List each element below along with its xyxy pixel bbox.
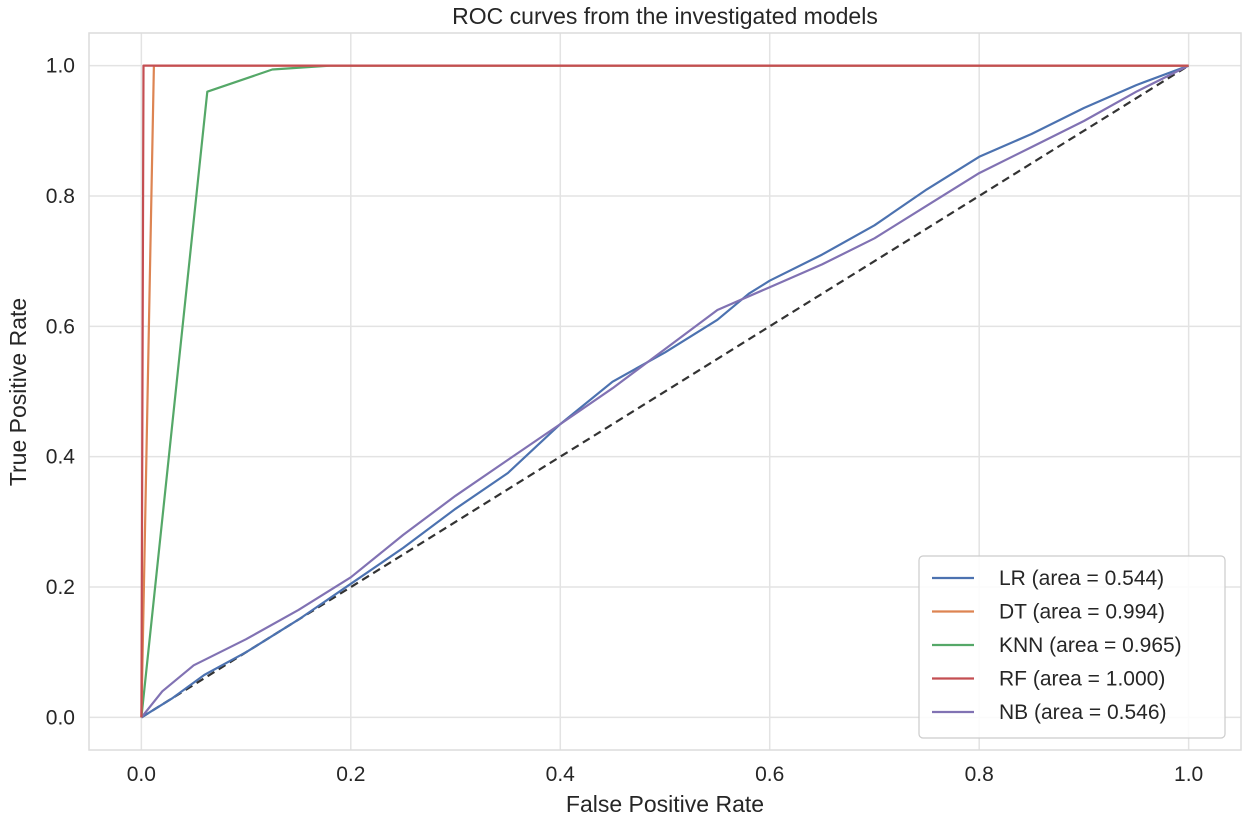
legend-label: RF (area = 1.000) (999, 668, 1165, 691)
x-tick-label: 0.6 (755, 763, 784, 786)
x-tick-label: 0.8 (965, 763, 994, 786)
legend-label: KNN (area = 0.965) (999, 634, 1182, 657)
x-tick-label: 0.0 (127, 763, 156, 786)
chart-title: ROC curves from the investigated models (452, 3, 878, 29)
series-lines (140, 64, 1190, 719)
plot-frame (88, 32, 1242, 751)
legend-label: LR (area = 0.544) (999, 567, 1164, 590)
legend-label: NB (area = 0.546) (999, 701, 1167, 724)
y-tick-label: 0.0 (46, 706, 75, 729)
chance-diagonal-line (140, 64, 1190, 719)
y-tick-label: 0.8 (46, 185, 75, 208)
y-tick-label: 0.4 (46, 446, 76, 469)
series-line-nb (140, 64, 1190, 719)
x-tick-label: 1.0 (1174, 763, 1203, 786)
series-line-lr (140, 64, 1189, 719)
y-tick-label: 1.0 (46, 55, 75, 78)
x-tick-label: 0.4 (546, 763, 576, 786)
legend-label: DT (area = 0.994) (999, 601, 1165, 624)
y-tick-label: 0.6 (46, 315, 75, 338)
tick-labels: 0.0 0.2 0.4 0.6 0.8 1.0 0.0 0.2 0.4 0.6 0.8 1.0 (46, 55, 1203, 786)
legend: LR (area = 0.544) DT (area = 0.994) KNN (a… (918, 555, 1226, 739)
legend-box (918, 555, 1226, 739)
series-line-rf (140, 64, 1189, 718)
y-tick-label: 0.2 (46, 576, 75, 599)
x-axis-title: False Positive Rate (566, 791, 764, 817)
x-tick-label: 0.2 (336, 763, 365, 786)
y-axis-title: True Positive Rate (5, 298, 31, 486)
